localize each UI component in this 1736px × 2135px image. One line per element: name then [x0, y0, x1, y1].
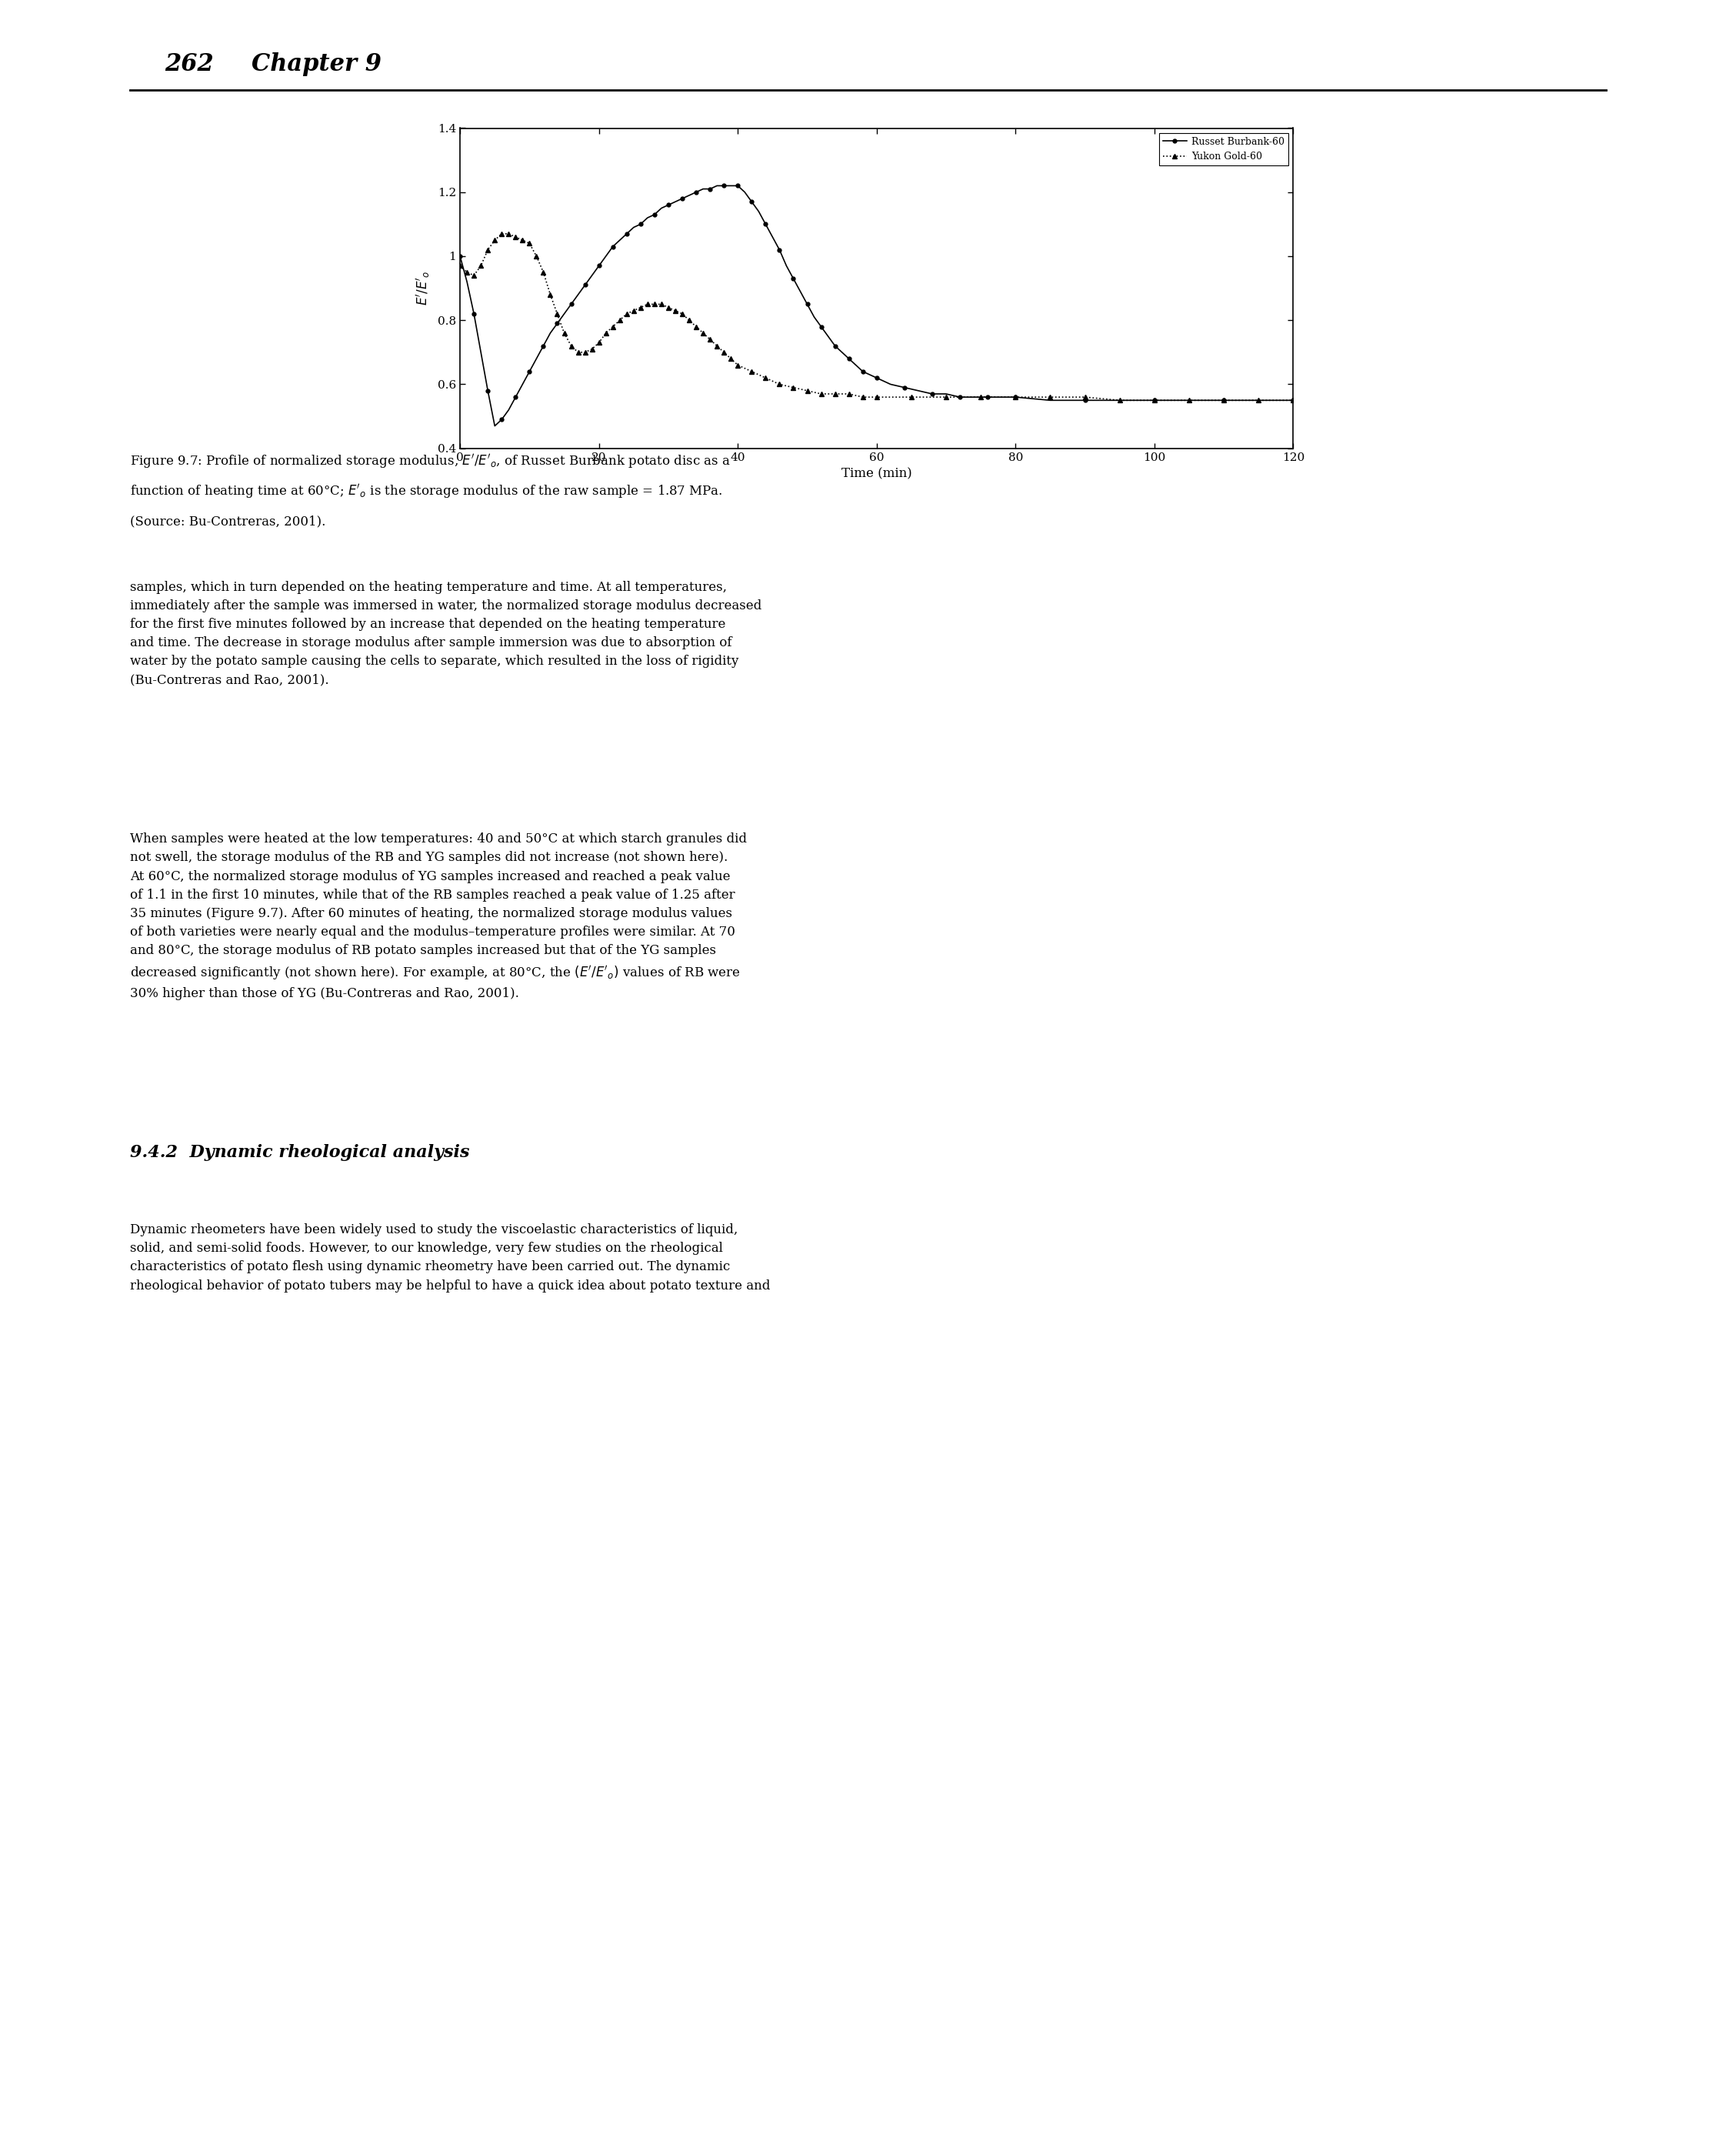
Yukon Gold-60	[491, 220, 512, 246]
Text: (Source: Bu-Contreras, 2001).: (Source: Bu-Contreras, 2001).	[130, 515, 326, 527]
Yukon Gold-60	[1248, 389, 1269, 414]
Russet Burbank-60	[484, 414, 505, 440]
Russet Burbank-60	[707, 173, 727, 199]
Yukon Gold-60	[672, 301, 693, 327]
Russet Burbank-60	[589, 252, 609, 278]
Y-axis label: $E' / E'_o$: $E' / E'_o$	[415, 271, 431, 305]
Russet Burbank-60	[602, 233, 623, 258]
Text: function of heating time at 60°C; $\mathit{E'_o}$ is the storage modulus of the : function of heating time at 60°C; $\math…	[130, 483, 722, 500]
Yukon Gold-60	[1109, 389, 1130, 414]
Russet Burbank-60	[672, 186, 693, 211]
Yukon Gold-60	[450, 252, 470, 278]
Text: Figure 9.7: Profile of normalized storage modulus, $\mathit{E'/E'_o}$, of Russet: Figure 9.7: Profile of normalized storag…	[130, 453, 731, 470]
Yukon Gold-60	[783, 376, 804, 401]
Text: 262: 262	[165, 51, 214, 77]
Line: Yukon Gold-60: Yukon Gold-60	[458, 231, 1295, 404]
Russet Burbank-60	[450, 243, 470, 269]
Legend: Russet Burbank-60, Yukon Gold-60: Russet Burbank-60, Yukon Gold-60	[1160, 132, 1288, 164]
Line: Russet Burbank-60: Russet Burbank-60	[458, 184, 1295, 427]
Text: Chapter 9: Chapter 9	[252, 51, 382, 77]
Russet Burbank-60	[776, 252, 797, 278]
Yukon Gold-60	[589, 329, 609, 354]
Yukon Gold-60	[575, 339, 595, 365]
Russet Burbank-60	[679, 181, 700, 207]
X-axis label: Time (min): Time (min)	[842, 468, 911, 480]
Russet Burbank-60	[1283, 389, 1304, 414]
Text: 9.4.2  Dynamic rheological analysis: 9.4.2 Dynamic rheological analysis	[130, 1144, 470, 1161]
Text: samples, which in turn depended on the heating temperature and time. At all temp: samples, which in turn depended on the h…	[130, 581, 762, 687]
Yukon Gold-60	[1283, 389, 1304, 414]
Russet Burbank-60	[859, 361, 880, 386]
Text: Dynamic rheometers have been widely used to study the viscoelastic characteristi: Dynamic rheometers have been widely used…	[130, 1223, 771, 1292]
Yukon Gold-60	[658, 295, 679, 320]
Text: When samples were heated at the low temperatures: 40 and 50°C at which starch gr: When samples were heated at the low temp…	[130, 833, 746, 1001]
